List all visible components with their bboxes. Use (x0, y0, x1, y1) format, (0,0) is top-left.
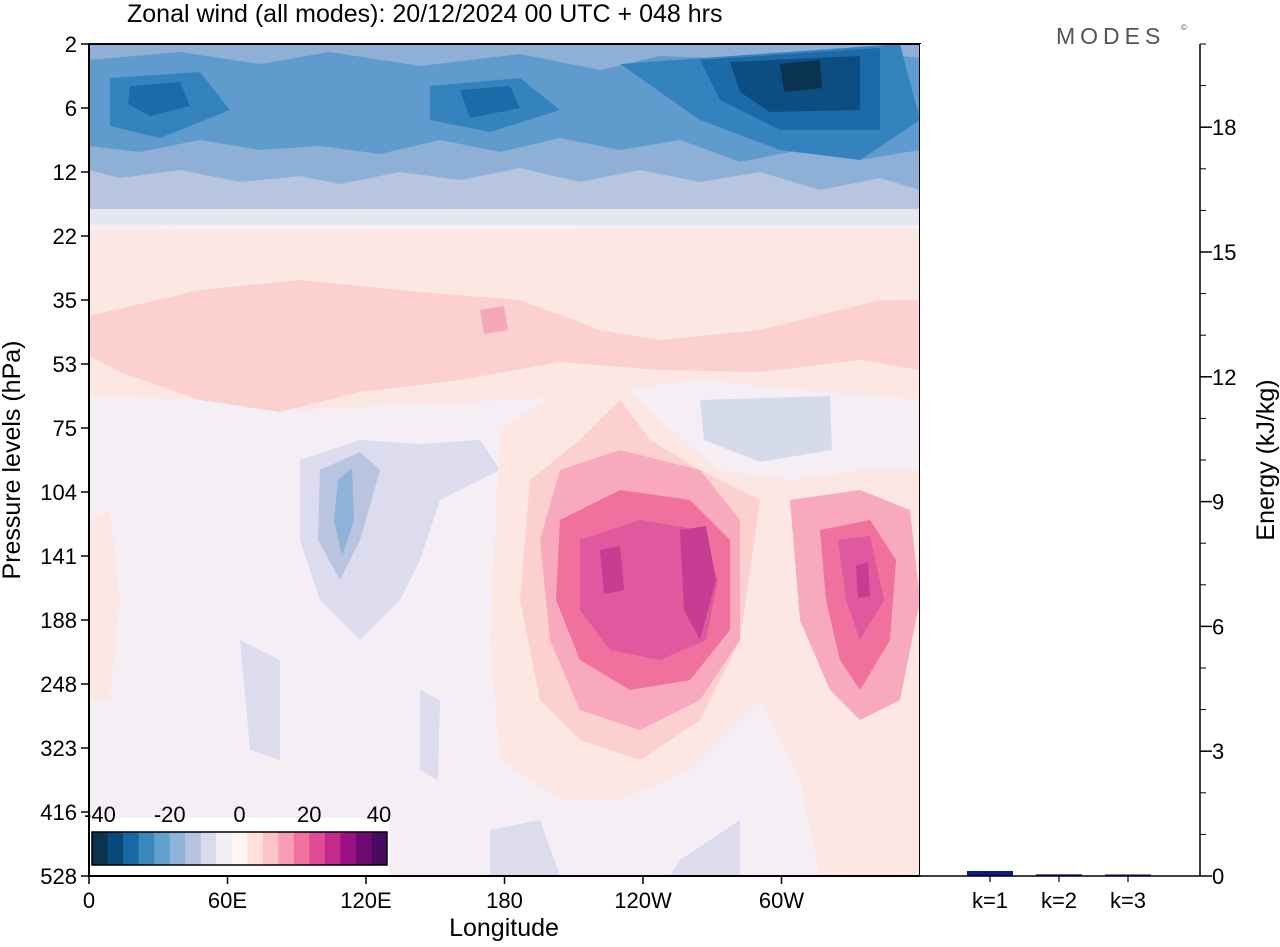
jet-atlantic-core (856, 562, 870, 598)
y-tick-label: 528 (40, 864, 77, 889)
y-tick-label: 188 (40, 608, 77, 633)
energy-axis-ticks: 0 3 6 9 12 15 18 (1200, 43, 1236, 889)
patch-easterly-low-4 (670, 820, 740, 876)
patch-easterly-low-2 (420, 690, 440, 780)
colorbar-swatch (138, 832, 155, 865)
colorbar-swatch (247, 832, 264, 865)
x-tick-label: 120E (340, 888, 391, 913)
energy-bar (1036, 874, 1082, 876)
colorbar-swatch (340, 832, 357, 865)
y-tick-label: 2 (65, 32, 77, 57)
jet-pacific-core-2 (680, 526, 716, 640)
x-axis-label: Longitude (449, 914, 559, 942)
x-tick-label: 0 (83, 888, 95, 913)
patch-easterly-max (334, 468, 354, 556)
x-tick-label: 60W (759, 888, 804, 913)
energy-tick-label: 18 (1212, 115, 1236, 140)
colorbar-label: 40 (367, 802, 391, 827)
patch-easterly-atlantic (700, 396, 832, 462)
x-tick-label: 60E (208, 888, 247, 913)
colorbar-label: 0 (233, 802, 245, 827)
colorbar-swatch (293, 832, 310, 865)
energy-tick-label: 9 (1212, 490, 1224, 515)
y-axis-label: Pressure levels (hPa) (0, 341, 26, 580)
core-east-5 (128, 82, 190, 116)
jet-edge-west (89, 510, 120, 700)
colorbar-swatch (231, 832, 248, 865)
energy-bar-labels: k=1 k=2 k=3 (972, 876, 1146, 913)
energy-tick-label: 0 (1212, 864, 1224, 889)
core-east-min (780, 60, 822, 92)
colorbar-swatch (216, 832, 233, 865)
colorbar-frame (91, 831, 388, 866)
colorbar-swatch (278, 832, 295, 865)
colorbar-swatch (309, 832, 326, 865)
colorbar-swatch (200, 832, 217, 865)
y-tick-label: 75 (53, 416, 77, 441)
y-tick-label: 141 (40, 544, 77, 569)
energy-bar (967, 871, 1013, 876)
jet-pacific-core-1 (600, 546, 624, 594)
colorbar-swatch (355, 832, 372, 865)
colorbar-swatch (169, 832, 186, 865)
chart-title: Zonal wind (all modes): 20/12/2024 00 UT… (127, 0, 722, 28)
colorbar-swatch (123, 832, 140, 865)
energy-tick-label: 6 (1212, 614, 1224, 639)
patch-easterly-low-3 (490, 820, 560, 876)
colorbar-swatches (92, 832, 388, 865)
y-tick-label: 53 (53, 352, 77, 377)
y-tick-label: 12 (53, 160, 77, 185)
patch-westerly (480, 306, 508, 334)
energy-bar-label: k=3 (1110, 888, 1146, 913)
x-tick-label: 180 (486, 888, 523, 913)
energy-panel (920, 44, 1200, 876)
x-tick-label: 120W (614, 888, 672, 913)
y-tick-label: 6 (65, 96, 77, 121)
contour-field (89, 44, 920, 876)
energy-tick-label: 12 (1212, 365, 1236, 390)
energy-tick-label: 15 (1212, 240, 1236, 265)
colorbar-swatch (92, 832, 109, 865)
y-tick-label: 248 (40, 672, 77, 697)
y-tick-label: 104 (40, 480, 77, 505)
energy-bar-label: k=1 (972, 888, 1008, 913)
colorbar-swatch (107, 832, 124, 865)
colorbar-swatch (262, 832, 279, 865)
colorbar-label: -20 (154, 802, 186, 827)
energy-bar-label: k=2 (1041, 888, 1077, 913)
colorbar-swatch (371, 832, 388, 865)
y-axis-ticks: 2 6 12 22 35 53 75 104 141 188 248 323 416 528 (40, 32, 89, 889)
x-axis-ticks: 0 60E 120E 180 120W 60W (83, 876, 804, 913)
y-tick-label: 35 (53, 288, 77, 313)
band-westerly-mid (89, 280, 920, 412)
energy-tick-label: 3 (1212, 739, 1224, 764)
energy-axis-label: Energy (kJ/kg) (1252, 379, 1280, 540)
y-tick-label: 22 (53, 224, 77, 249)
y-tick-label: 416 (40, 800, 77, 825)
colorbar-swatch (324, 832, 341, 865)
core-east-6 (460, 86, 520, 118)
patch-easterly-low-1 (240, 640, 280, 760)
y-tick-label: 323 (40, 736, 77, 761)
colorbar-label: 20 (297, 802, 321, 827)
colorbar-labels: -40 -20 0 20 40 (84, 802, 391, 827)
colorbar-swatch (154, 832, 171, 865)
colorbar-swatch (185, 832, 202, 865)
colorbar: -40 -20 0 20 40 (84, 802, 391, 876)
brand-mark: © (1181, 23, 1187, 32)
